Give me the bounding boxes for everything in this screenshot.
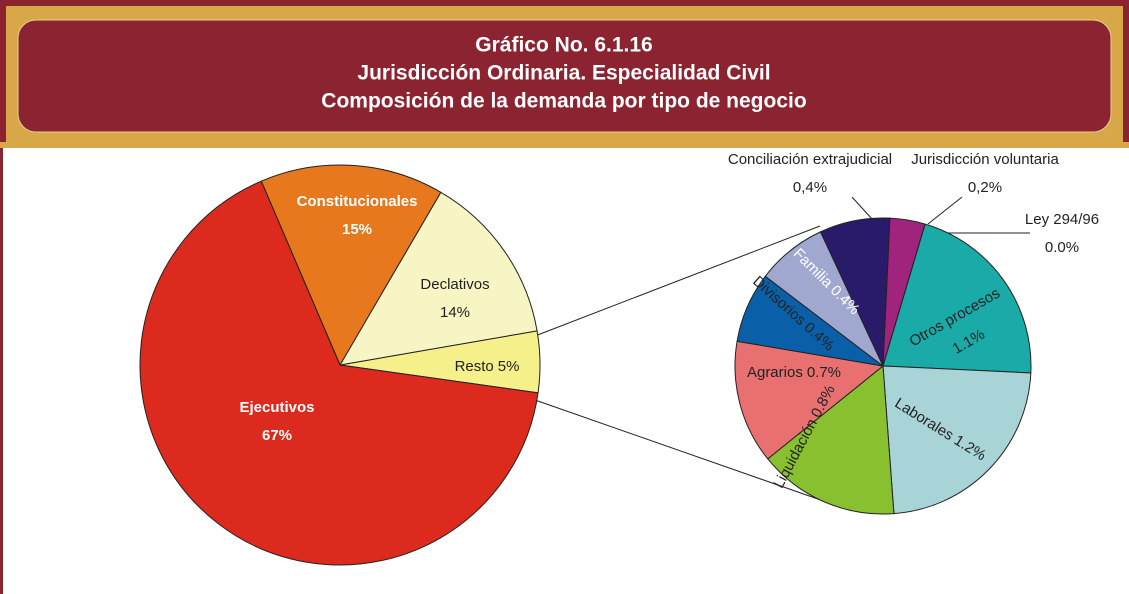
pie-slice xyxy=(139,180,539,566)
left-border xyxy=(0,0,3,594)
pie-slice xyxy=(882,223,1032,374)
category-label: Ley 294/96 xyxy=(1025,211,1099,228)
value-label: 15% xyxy=(342,221,372,238)
slice-label: Resto 5% xyxy=(455,358,520,375)
header-bar xyxy=(17,19,1112,133)
slice-text: Resto 5% xyxy=(455,358,520,375)
pie-slice xyxy=(882,365,1032,515)
slice-label: Ejecutivos 67% xyxy=(239,399,314,444)
connector xyxy=(534,225,821,337)
leader-line xyxy=(927,196,963,225)
header-rule xyxy=(0,142,1129,148)
value-label: 0,4% xyxy=(793,179,827,196)
slice-label: Declativos 14% xyxy=(420,276,489,321)
category-label: Conciliación extrajudicial xyxy=(728,151,892,168)
leader-line xyxy=(851,196,873,220)
value-label: 0.7% xyxy=(807,364,841,381)
category-label: Ejecutivos xyxy=(239,399,314,416)
slice-label: Conciliación extrajudicial 0,4% xyxy=(728,151,892,196)
pie-slice xyxy=(339,191,538,366)
value-label: 0,2% xyxy=(968,179,1002,196)
value-label: 5% xyxy=(498,358,520,375)
header-line: Jurisdicción Ordinaria. Especialidad Civ… xyxy=(357,62,770,85)
header-line: Composición de la demanda por tipo de ne… xyxy=(321,90,806,113)
pie-slice xyxy=(764,231,884,367)
value-label: 0.0% xyxy=(1045,239,1079,256)
pie-slice xyxy=(260,164,442,367)
slice-label: Agrarios 0.7% xyxy=(747,364,841,381)
pie-slice xyxy=(734,340,885,460)
category-label: Agrarios xyxy=(747,364,803,381)
category-label: Jurisdicción voluntaria xyxy=(911,151,1059,168)
connector xyxy=(534,399,836,506)
slice-label: Ley 294/96 0.0% xyxy=(1025,211,1099,256)
value-label: 67% xyxy=(262,427,292,444)
slice-label: Constitucionales 15% xyxy=(297,193,418,238)
category-label: Declativos xyxy=(420,276,489,293)
category-label: Resto xyxy=(455,358,494,375)
slice-text: Agrarios 0.7% xyxy=(747,364,841,381)
header-line: Gráfico No. 6.1.16 xyxy=(475,34,652,57)
slice-label: Jurisdicción voluntaria 0,2% xyxy=(911,151,1059,196)
category-label: Constitucionales xyxy=(297,193,418,210)
pie-slice xyxy=(767,365,895,515)
value-label: 14% xyxy=(440,304,470,321)
